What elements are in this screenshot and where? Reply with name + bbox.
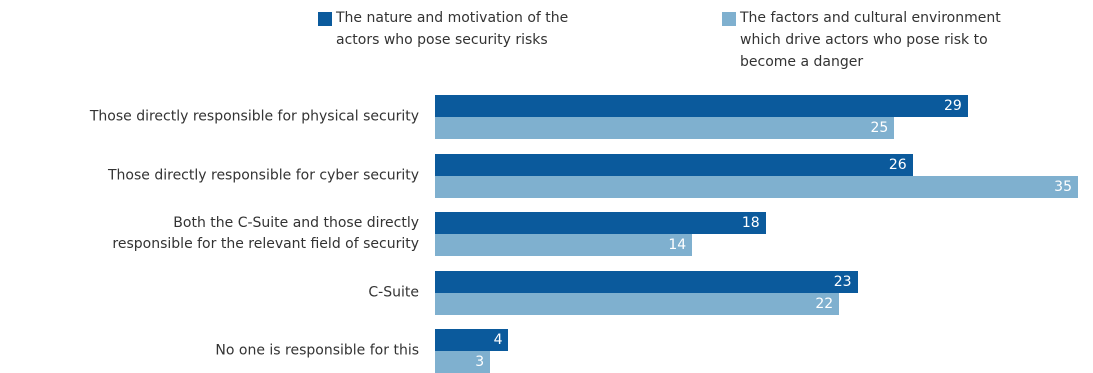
value-label: 25 xyxy=(870,120,889,136)
value-label: 26 xyxy=(888,156,907,173)
legend-swatch xyxy=(318,12,332,26)
category-label: C-Suite xyxy=(368,284,419,300)
bar xyxy=(435,212,766,234)
value-label: 18 xyxy=(741,215,760,231)
value-label: 4 xyxy=(493,332,503,348)
category-label: Those directly responsible for cyber sec… xyxy=(108,167,419,183)
value-label: 3 xyxy=(475,354,485,370)
bar xyxy=(435,95,968,117)
value-label: 35 xyxy=(1054,178,1072,195)
bar xyxy=(435,270,858,293)
legend-label: The nature and motivation of the actors … xyxy=(336,10,569,48)
bar xyxy=(435,153,913,176)
bar xyxy=(435,234,693,256)
category-label: Both the C-Suite and those directly resp… xyxy=(112,215,419,252)
value-label: 29 xyxy=(943,98,962,114)
category-label: Those directly responsible for physical … xyxy=(89,108,419,125)
bar xyxy=(435,351,491,373)
bar xyxy=(435,175,1078,198)
legend-label: The factors and cultural environment whi… xyxy=(740,10,1001,70)
legend-swatch xyxy=(722,12,736,26)
value-label: 14 xyxy=(668,237,687,253)
category-label: No one is responsible for this xyxy=(215,342,419,359)
bar xyxy=(435,292,840,315)
bar xyxy=(435,329,509,351)
bar xyxy=(435,117,895,139)
value-label: 22 xyxy=(815,295,834,312)
value-label: 23 xyxy=(833,273,852,290)
